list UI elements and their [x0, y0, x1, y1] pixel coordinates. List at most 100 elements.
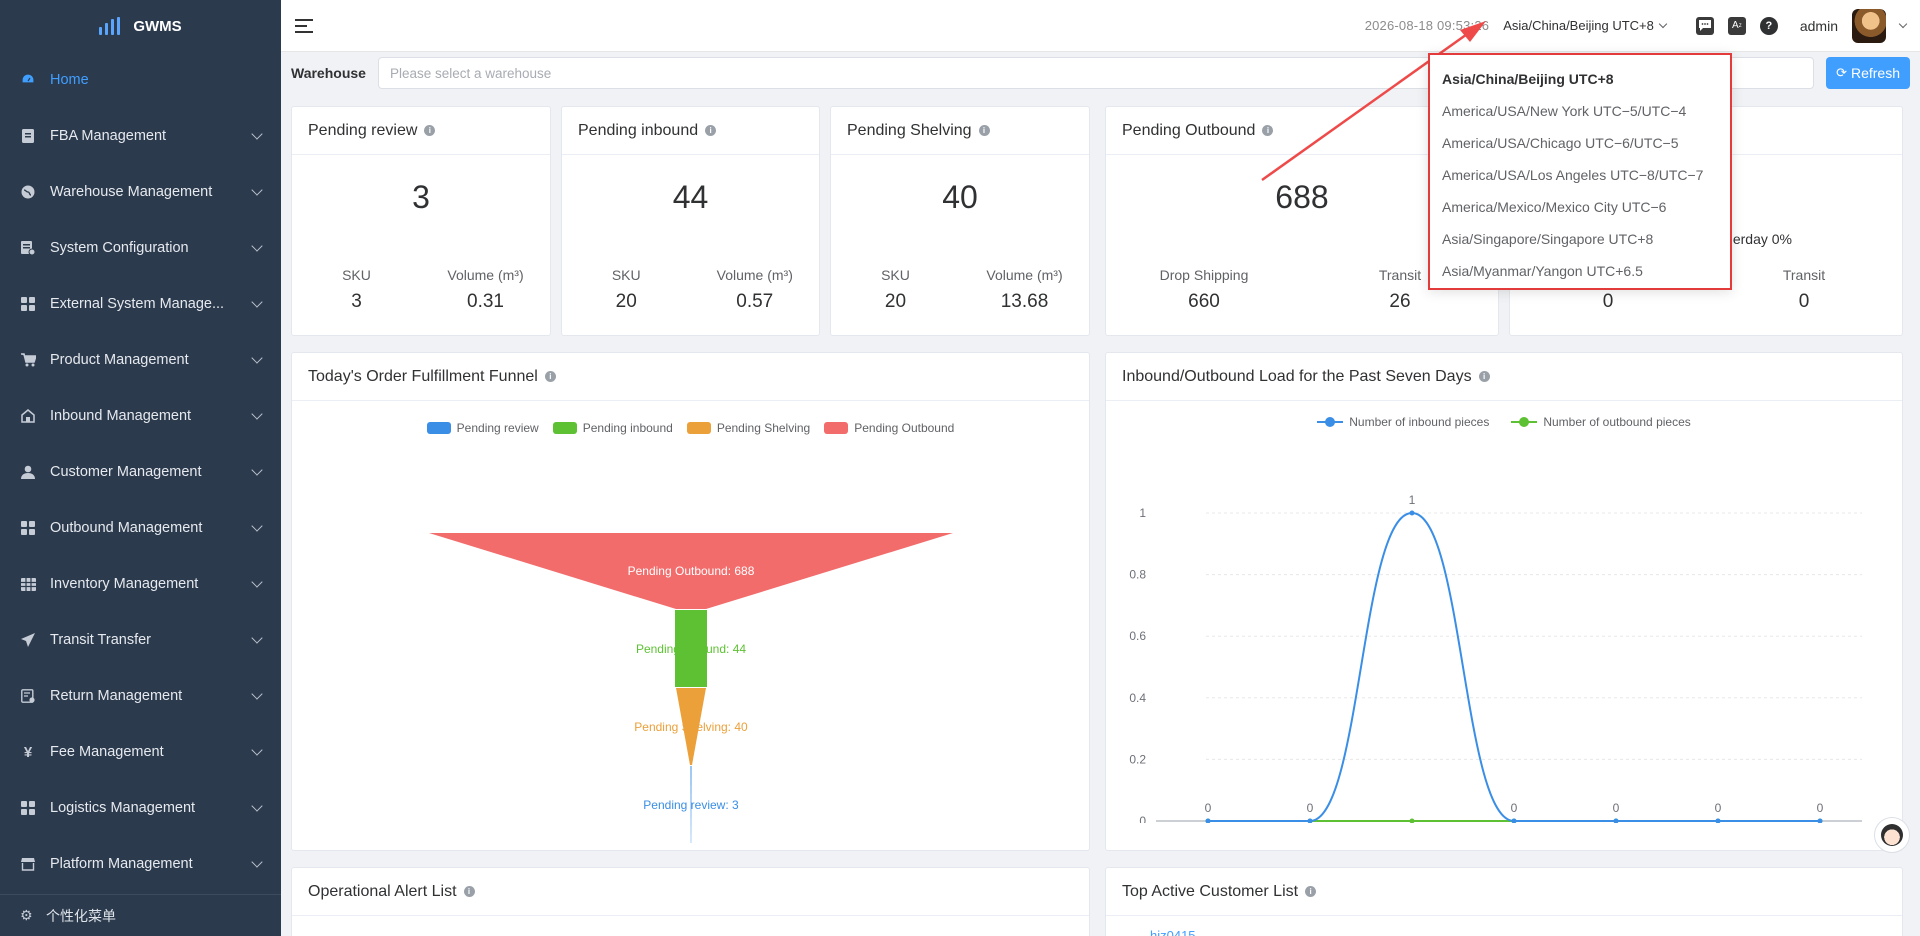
stat-col-right: Volume (m³) 0.31	[421, 267, 550, 313]
help-icon[interactable]: ?	[1759, 16, 1778, 35]
sidebar-item-warehouse[interactable]: Warehouse Management	[0, 164, 281, 220]
fba-icon	[20, 128, 36, 144]
sidebar-item-logistics[interactable]: Logistics Management	[0, 780, 281, 836]
chevron-down-icon[interactable]	[1898, 19, 1908, 29]
info-icon[interactable]: i	[978, 125, 990, 136]
legend-swatch	[426, 422, 451, 434]
stat-sub-value: 660	[1188, 291, 1220, 312]
sidebar-item-inbound[interactable]: Inbound Management	[0, 388, 281, 444]
sidebar-item-fee[interactable]: ¥ Fee Management	[0, 724, 281, 780]
customer-link[interactable]: hiz0415	[1150, 928, 1196, 936]
funnel-segment-review[interactable]	[690, 766, 692, 843]
data-label: 0	[1511, 801, 1518, 815]
assistant-avatar[interactable]	[1874, 817, 1910, 853]
timezone-option[interactable]: Asia/Myanmar/Yangon UTC+6.5	[1442, 263, 1643, 279]
avatar[interactable]	[1852, 8, 1886, 43]
sidebar-item-system-config[interactable]: System Configuration	[0, 220, 281, 276]
timezone-option[interactable]: America/Mexico/Mexico City UTC−6	[1442, 199, 1667, 215]
sidebar-item-label: Home	[50, 72, 89, 88]
load-line-chart: 00.20.40.60.818/128/138/148/158/168/178/…	[1129, 493, 1862, 823]
sidebar-item-label: Transit Transfer	[50, 632, 151, 648]
data-point	[1715, 818, 1721, 823]
card-header: Pending inbound i	[562, 107, 819, 155]
funnel-segment-outbound[interactable]	[429, 533, 953, 609]
legend-label: Number of outbound pieces	[1543, 415, 1691, 429]
card-header: Today's Order Fulfillment Funnel i	[292, 353, 1089, 401]
data-label: 0	[1307, 801, 1314, 815]
sidebar-item-home[interactable]: Home	[0, 52, 281, 108]
legend-item-outbound[interactable]: Pending Outbound	[824, 421, 954, 435]
user-name[interactable]: admin	[1799, 17, 1838, 34]
brand[interactable]: GWMS	[0, 0, 281, 52]
customer-list-panel: Top Active Customer List i hiz0415	[1105, 867, 1903, 936]
info-icon[interactable]: i	[1262, 125, 1274, 136]
timezone-option[interactable]: Asia/Singapore/Singapore UTC+8	[1442, 231, 1654, 247]
timezone-dropdown: Asia/China/Beijing UTC+8 America/USA/New…	[1428, 53, 1732, 290]
timezone-option[interactable]: America/USA/New York UTC−5/UTC−4	[1442, 103, 1687, 119]
stat-col-right: Volume (m³) 13.68	[960, 267, 1089, 313]
stat-details: SKU 3 Volume (m³) 0.31	[292, 267, 550, 313]
sidebar-item-customer[interactable]: Customer Management	[0, 444, 281, 500]
stat-label: Volume (m³)	[447, 267, 524, 283]
stat-sub-value: 0	[1798, 291, 1810, 312]
grid-icon	[20, 296, 36, 312]
personalized-menu-button[interactable]: ⚙ 个性化菜单	[0, 894, 281, 936]
info-icon[interactable]: i	[463, 886, 475, 897]
sidebar-item-transit[interactable]: Transit Transfer	[0, 612, 281, 668]
stat-value: 688	[1275, 179, 1329, 215]
legend-item-shelving[interactable]: Pending Shelving	[686, 421, 811, 435]
message-icon[interactable]	[1695, 16, 1714, 35]
warehouse-label: Warehouse	[291, 65, 366, 81]
refresh-label: Refresh	[1850, 65, 1900, 81]
sidebar-item-label: Logistics Management	[50, 800, 196, 816]
header-right: 2026-08-18 09:53:26 Asia/China/Beijing U…	[1365, 8, 1908, 43]
sidebar-item-return[interactable]: Return Management	[0, 668, 281, 724]
sidebar-item-inventory[interactable]: Inventory Management	[0, 556, 281, 612]
funnel-segment-shelving[interactable]	[676, 688, 706, 765]
timezone-option[interactable]: America/USA/Los Angeles UTC−8/UTC−7	[1442, 167, 1704, 183]
data-point	[1409, 510, 1415, 516]
info-icon[interactable]: i	[1478, 371, 1490, 382]
timezone-option[interactable]: Asia/China/Beijing UTC+8	[1442, 71, 1614, 87]
stat-col-right: Volume (m³) 0.57	[691, 267, 820, 313]
timezone-value: Asia/China/Beijing UTC+8	[1503, 18, 1654, 33]
stat-sub-value: 0.31	[467, 291, 504, 312]
legend-item-inbound-pieces[interactable]: Number of inbound pieces	[1317, 415, 1489, 429]
y-tick-label: 0.4	[1129, 691, 1146, 705]
sidebar-item-label: Return Management	[50, 688, 183, 704]
funnel-segment-inbound[interactable]	[675, 610, 707, 687]
timezone-select[interactable]: Asia/China/Beijing UTC+8	[1503, 18, 1668, 33]
sidebar-item-product[interactable]: Product Management	[0, 332, 281, 388]
sidebar-item-outbound[interactable]: Outbound Management	[0, 500, 281, 556]
stat-sub-value: 20	[884, 291, 907, 312]
info-icon[interactable]: i	[424, 125, 436, 136]
info-icon[interactable]: i	[705, 125, 717, 136]
card-title: Top Active Customer List	[1122, 882, 1299, 900]
legend-label: Pending Shelving	[716, 421, 811, 435]
card-header: Pending review i	[292, 107, 550, 155]
collapse-sidebar-icon[interactable]	[295, 18, 313, 33]
info-icon[interactable]: i	[544, 371, 556, 382]
legend-label: Pending review	[456, 421, 539, 435]
sidebar-item-fba[interactable]: FBA Management	[0, 108, 281, 164]
timezone-option[interactable]: America/USA/Chicago UTC−6/UTC−5	[1442, 135, 1679, 151]
sidebar-item-external-system[interactable]: External System Manage...	[0, 276, 281, 332]
data-label: 0	[1613, 801, 1620, 815]
stat-col-right: Transit 26	[1302, 267, 1498, 313]
info-icon[interactable]: i	[1305, 886, 1317, 897]
stat-label: Transit	[1782, 267, 1826, 283]
card-header: Top Active Customer List i	[1106, 868, 1902, 916]
legend-item-inbound[interactable]: Pending inbound	[552, 421, 673, 435]
sidebar-item-platform[interactable]: Platform Management	[0, 836, 281, 892]
stat-col-right: Transit 0	[1706, 267, 1902, 313]
stat-label: SKU	[611, 267, 641, 283]
refresh-button[interactable]: ⟳ Refresh	[1826, 57, 1910, 89]
user-icon	[20, 464, 36, 480]
config-icon	[20, 240, 36, 256]
legend-item-review[interactable]: Pending review	[426, 421, 539, 435]
y-tick-label: 0.6	[1129, 629, 1146, 643]
sidebar: GWMS Home FBA Management Warehouse Manag…	[0, 0, 281, 936]
sidebar-item-label: Fee Management	[50, 744, 164, 760]
legend-item-outbound-pieces[interactable]: Number of outbound pieces	[1511, 415, 1691, 429]
